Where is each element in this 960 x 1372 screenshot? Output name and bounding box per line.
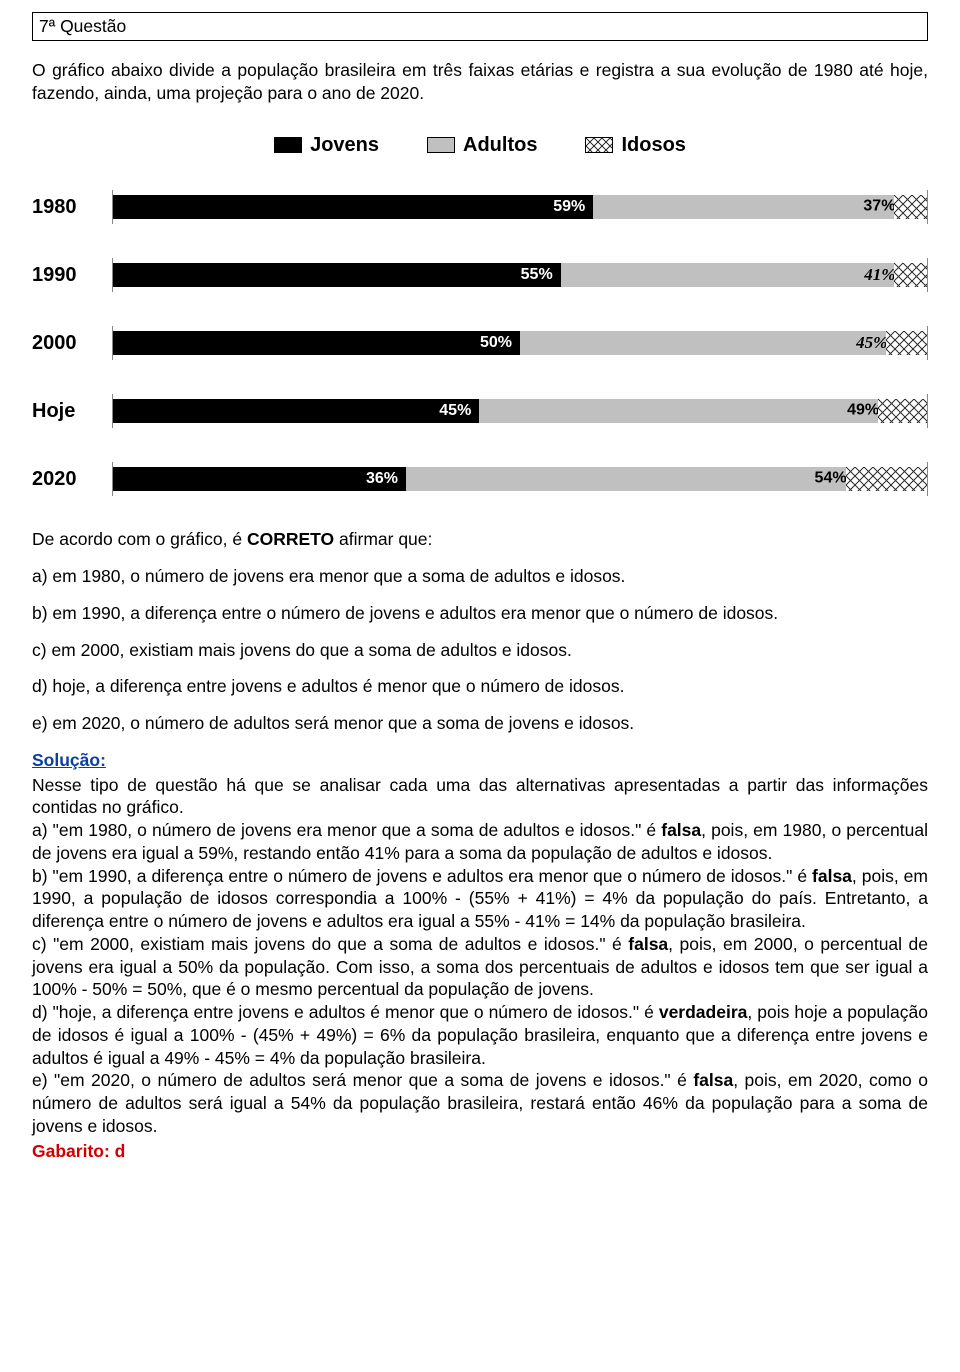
segment-jovens: 50% xyxy=(113,331,520,355)
segment-idosos xyxy=(894,195,927,219)
stacked-bar-chart: 198059%37%199055%41%200050%45%Hoje45%49%… xyxy=(32,190,928,496)
chart-legend: Jovens Adultos Idosos xyxy=(32,132,928,158)
option-d: d) hoje, a diferença entre jovens e adul… xyxy=(32,675,928,698)
legend-label: Jovens xyxy=(310,132,379,158)
question-stem: De acordo com o gráfico, é CORRETO afirm… xyxy=(32,528,928,551)
legend-label: Idosos xyxy=(621,132,685,158)
segment-adultos: 54% xyxy=(406,467,846,491)
segment-idosos xyxy=(846,467,927,491)
bar-stack: 36% 54% xyxy=(113,467,927,491)
row-label: 2020 xyxy=(32,466,112,492)
text: d) "hoje, a diferença entre jovens e adu… xyxy=(32,1002,659,1022)
bar-stack: 50% 45% xyxy=(113,331,927,355)
square-hatch-icon xyxy=(585,137,613,153)
row-label: 1990 xyxy=(32,262,112,288)
bar-stack: 59% 37% xyxy=(113,195,927,219)
bar-track: 50% 45% xyxy=(112,326,928,360)
question-number: 7ª Questão xyxy=(39,16,126,36)
option-b: b) em 1990, a diferença entre o número d… xyxy=(32,602,928,625)
legend-item-adultos: Adultos xyxy=(427,132,537,158)
bar-track: 59% 37% xyxy=(112,190,928,224)
stem-post: afirmar que: xyxy=(334,529,432,549)
options-list: a) em 1980, o número de jovens era menor… xyxy=(32,565,928,735)
bar-frame: 36% 54% xyxy=(112,462,928,496)
solution-p1: Nesse tipo de questão há que se analisar… xyxy=(32,774,928,820)
bold-word: falsa xyxy=(812,866,852,886)
bar-track: 45% 49% xyxy=(112,394,928,428)
bar-frame: 59% 37% xyxy=(112,190,928,224)
row-label: Hoje xyxy=(32,398,112,424)
bar-track: 55% 41% xyxy=(112,258,928,292)
segment-jovens: 45% xyxy=(113,399,479,423)
square-solid-icon xyxy=(274,137,302,153)
option-e: e) em 2020, o número de adultos será men… xyxy=(32,712,928,735)
option-c: c) em 2000, existiam mais jovens do que … xyxy=(32,639,928,662)
bar-stack: 45% 49% xyxy=(113,399,927,423)
segment-adultos: 41% xyxy=(561,263,895,287)
solution-body: Nesse tipo de questão há que se analisar… xyxy=(32,774,928,1138)
segment-jovens: 36% xyxy=(113,467,406,491)
stem-bold: CORRETO xyxy=(247,529,334,549)
segment-idosos xyxy=(886,331,927,355)
question-intro: O gráfico abaixo divide a população bras… xyxy=(32,59,928,105)
solution-p5: d) "hoje, a diferença entre jovens e adu… xyxy=(32,1001,928,1069)
bold-word: falsa xyxy=(661,820,701,840)
text: a) "em 1980, o número de jovens era meno… xyxy=(32,820,661,840)
segment-adultos: 49% xyxy=(479,399,878,423)
segment-adultos: 45% xyxy=(520,331,886,355)
chart-row: 200050% 45% xyxy=(32,326,928,360)
row-label: 2000 xyxy=(32,330,112,356)
segment-value: 41% xyxy=(863,264,896,286)
bar-track: 36% 54% xyxy=(112,462,928,496)
answer-key: Gabarito: d xyxy=(32,1140,928,1163)
bar-stack: 55% 41% xyxy=(113,263,927,287)
segment-idosos xyxy=(894,263,927,287)
segment-adultos: 37% xyxy=(593,195,894,219)
segment-jovens: 55% xyxy=(113,263,561,287)
segment-value: 54% xyxy=(814,469,848,490)
chart-row: Hoje45% 49% xyxy=(32,394,928,428)
legend-item-jovens: Jovens xyxy=(274,132,379,158)
stem-pre: De acordo com o gráfico, é xyxy=(32,529,247,549)
segment-value: 37% xyxy=(862,197,896,218)
bold-word: falsa xyxy=(628,934,668,954)
text: e) "em 2020, o número de adultos será me… xyxy=(32,1070,693,1090)
chart-row: 199055% 41% xyxy=(32,258,928,292)
segment-value: 45% xyxy=(855,332,888,354)
question-header-box: 7ª Questão xyxy=(32,12,928,41)
bold-word: falsa xyxy=(693,1070,733,1090)
solution-p4: c) "em 2000, existiam mais jovens do que… xyxy=(32,933,928,1001)
bar-frame: 50% 45% xyxy=(112,326,928,360)
solution-heading: Solução: xyxy=(32,749,928,772)
solution-p2: a) "em 1980, o número de jovens era meno… xyxy=(32,819,928,865)
legend-item-idosos: Idosos xyxy=(585,132,685,158)
segment-value: 49% xyxy=(846,401,880,422)
solution-p6: e) "em 2020, o número de adultos será me… xyxy=(32,1069,928,1137)
text: c) "em 2000, existiam mais jovens do que… xyxy=(32,934,628,954)
legend-label: Adultos xyxy=(463,132,537,158)
text: b) "em 1990, a diferença entre o número … xyxy=(32,866,812,886)
segment-jovens: 59% xyxy=(113,195,593,219)
bar-frame: 55% 41% xyxy=(112,258,928,292)
option-a: a) em 1980, o número de jovens era menor… xyxy=(32,565,928,588)
bar-frame: 45% 49% xyxy=(112,394,928,428)
square-gray-icon xyxy=(427,137,455,153)
chart-row: 202036% 54% xyxy=(32,462,928,496)
row-label: 1980 xyxy=(32,194,112,220)
bold-word: verdadeira xyxy=(659,1002,748,1022)
segment-idosos xyxy=(878,399,927,423)
chart-row: 198059% 37% xyxy=(32,190,928,224)
solution-p3: b) "em 1990, a diferença entre o número … xyxy=(32,865,928,933)
